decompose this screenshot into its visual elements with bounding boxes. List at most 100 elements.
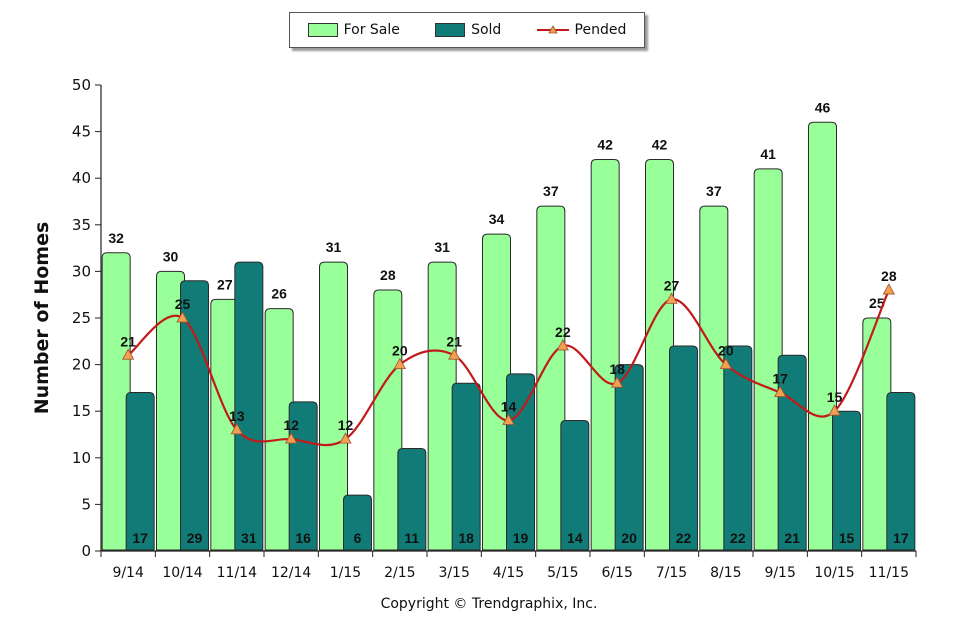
sold-data-label: 14 (567, 530, 583, 546)
y-tick-label: 10 (72, 449, 91, 467)
pended-marker (773, 385, 787, 397)
pended-data-label: 18 (609, 361, 625, 377)
pended-data-label: 27 (664, 277, 680, 293)
pended-marker (121, 348, 135, 360)
for-sale-bar (373, 289, 403, 551)
for-sale-bar (427, 261, 457, 551)
pended-data-label: 20 (392, 343, 408, 359)
pended-data-label: 17 (772, 371, 788, 387)
pended-marker (882, 283, 896, 295)
y-tick-label: 40 (72, 169, 91, 187)
for-sale-bar (862, 317, 892, 551)
pended-data-label: 25 (175, 296, 191, 312)
x-tick-label: 11/15 (869, 565, 909, 581)
pended-marker (339, 432, 352, 444)
x-tick-label: 5/15 (547, 565, 578, 581)
for-sale-data-label: 34 (489, 211, 505, 227)
sold-data-label: 17 (893, 530, 909, 546)
x-tick-label: 1/15 (330, 565, 361, 581)
for-sale-bar (319, 261, 348, 551)
y-tick-label: 15 (72, 402, 91, 420)
pended-marker (284, 432, 298, 444)
pended-data-label: 15 (827, 389, 843, 405)
y-axis-title: Number of Homes (31, 221, 53, 415)
y-tick-label: 30 (72, 262, 91, 280)
sold-bar (451, 382, 481, 551)
pended-data-label: 13 (229, 408, 245, 424)
x-tick-label: 9/14 (112, 565, 144, 581)
sold-bar (886, 392, 916, 551)
pended-data-label: 28 (881, 268, 897, 284)
sold-data-label: 22 (676, 530, 692, 546)
sold-data-label: 6 (354, 530, 362, 546)
for-sale-data-label: 37 (706, 183, 722, 199)
y-tick-label: 25 (72, 309, 91, 327)
sold-data-label: 31 (241, 530, 257, 546)
sold-data-label: 21 (784, 530, 800, 546)
pended-data-label: 21 (446, 333, 462, 349)
for-sale-data-label: 31 (434, 239, 450, 255)
legend-item-for-sale: For Sale (307, 22, 400, 38)
chart-legend: For Sale Sold Pended (289, 12, 645, 48)
pended-marker (176, 311, 189, 323)
for-sale-bar (808, 121, 837, 551)
pended-data-label: 20 (718, 343, 734, 359)
sold-data-label: 18 (458, 530, 474, 546)
sold-bar (397, 447, 427, 551)
pended-marker (610, 376, 624, 388)
sold-data-label: 11 (404, 530, 419, 546)
sold-bar (614, 364, 644, 551)
sold-data-label: 20 (621, 530, 637, 546)
sold-data-label: 22 (730, 530, 746, 546)
for-sale-data-label: 28 (380, 267, 396, 283)
pended-data-label: 22 (555, 324, 571, 340)
sold-data-label: 15 (839, 530, 855, 546)
y-tick-label: 5 (81, 495, 91, 513)
pended-marker (447, 348, 461, 360)
pended-marker (502, 413, 515, 425)
pended-marker (828, 404, 841, 416)
y-tick-label: 45 (72, 123, 91, 141)
legend-swatch-for-sale (307, 23, 338, 37)
for-sale-data-label: 37 (543, 183, 559, 199)
for-sale-data-label: 41 (760, 146, 776, 162)
pended-marker (230, 423, 244, 435)
sold-bar (723, 345, 753, 551)
legend-swatch-pended (536, 25, 569, 34)
legend-swatch-sold (435, 23, 466, 37)
pended-marker (556, 339, 570, 351)
for-sale-data-label: 46 (815, 99, 831, 115)
sold-data-label: 29 (187, 530, 203, 546)
sold-bar (343, 494, 372, 551)
sold-bar (669, 345, 698, 551)
x-tick-label: 7/15 (656, 565, 687, 581)
sold-data-label: 16 (295, 530, 311, 546)
y-tick-label: 35 (72, 216, 91, 234)
x-tick-label: 9/15 (764, 565, 795, 581)
legend-label-pended: Pended (574, 22, 627, 38)
pended-data-label: 14 (501, 399, 517, 415)
for-sale-data-label: 30 (163, 248, 179, 264)
pended-marker (665, 292, 678, 304)
for-sale-data-label: 27 (217, 276, 233, 292)
for-sale-data-label: 26 (271, 286, 287, 302)
x-tick-label: 10/15 (814, 565, 854, 581)
pended-data-label: 12 (338, 417, 354, 433)
y-tick-label: 50 (72, 76, 91, 94)
x-tick-label: 8/15 (710, 565, 741, 581)
for-sale-bar (699, 205, 729, 551)
x-tick-label: 2/15 (384, 565, 415, 581)
for-sale-data-label: 32 (108, 230, 124, 246)
x-tick-label: 12/14 (271, 565, 311, 581)
x-tick-label: 3/15 (438, 565, 469, 581)
for-sale-bar (101, 252, 131, 551)
legend-item-sold: Sold (435, 22, 501, 38)
y-tick-label: 0 (81, 542, 91, 560)
copyright-text: Copyright © Trendgraphix, Inc. (380, 596, 598, 612)
for-sale-data-label: 42 (652, 137, 668, 153)
sold-bar (560, 420, 590, 551)
for-sale-bar (264, 308, 294, 551)
for-sale-bar (753, 168, 783, 551)
x-tick-label: 11/14 (217, 565, 257, 581)
